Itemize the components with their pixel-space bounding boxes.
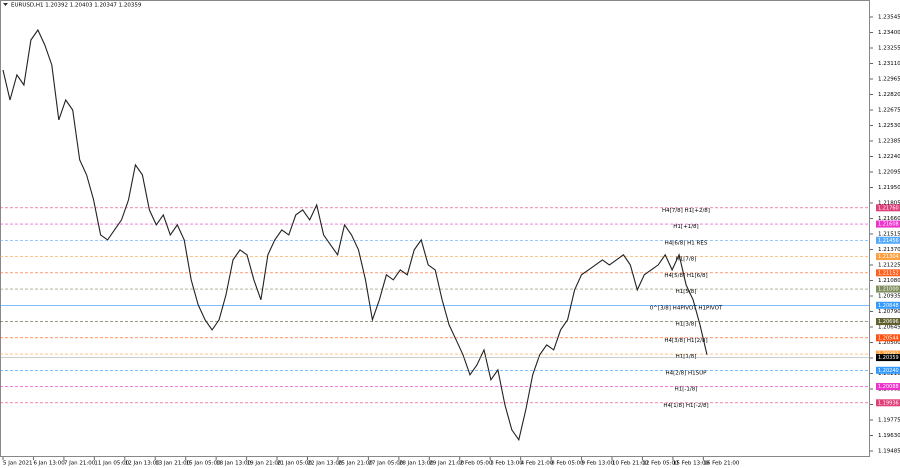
level-tag-label: 1.21152 bbox=[878, 270, 899, 276]
y-tick-label: 1.20500 bbox=[878, 340, 900, 346]
x-tick-label: 28 Jan 13:00 bbox=[399, 461, 434, 467]
y-tick-label: 1.20935 bbox=[878, 294, 900, 300]
y-tick-label: 1.21660 bbox=[878, 216, 900, 222]
x-tick-label: 27 Jan 05:00 bbox=[368, 461, 403, 467]
y-tick-label: 1.21515 bbox=[878, 232, 900, 238]
y-tick-label: 1.21080 bbox=[878, 278, 900, 284]
y-tick-label: 1.22095 bbox=[878, 170, 900, 176]
y-tick-label: 1.19775 bbox=[878, 418, 900, 424]
level-tag-label: 1.20544 bbox=[878, 335, 899, 341]
y-tick-label: 1.21950 bbox=[878, 185, 900, 191]
level-tag-label: 1.21304 bbox=[878, 254, 899, 260]
x-tick-label: 15 Jan 05:00 bbox=[186, 461, 221, 467]
level-tag bbox=[876, 350, 900, 358]
y-tick-label: 1.19485 bbox=[878, 449, 900, 455]
x-tick-label: 12 Feb 05:00 bbox=[642, 461, 679, 467]
level-label: H1[1/8] bbox=[676, 354, 697, 360]
level-tag bbox=[876, 204, 900, 212]
level-tag-label: 1.21456 bbox=[878, 238, 899, 244]
level-label: H4[1/8] H1[-2/8] bbox=[663, 403, 708, 409]
level-label: H4[5/8] H1[6/8] bbox=[664, 273, 707, 279]
level-tag-label: 1.19936 bbox=[878, 400, 899, 406]
level-tag bbox=[876, 383, 900, 391]
x-tick-label: 8 Feb 05:00 bbox=[551, 461, 584, 467]
chart-title: EURUSD,H1 1.20392 1.20403 1.20347 1.2035… bbox=[11, 3, 142, 9]
y-tick-label: 1.23110 bbox=[878, 61, 900, 67]
y-tick-label: 1.21225 bbox=[878, 263, 900, 269]
y-tick-label: 1.20645 bbox=[878, 325, 900, 331]
level-label: H1[7/8] bbox=[676, 257, 697, 263]
y-tick-label: 1.19630 bbox=[878, 433, 900, 439]
level-tag bbox=[876, 220, 900, 228]
level-tag-label: 1.21608 bbox=[878, 222, 899, 228]
level-tag bbox=[876, 285, 900, 293]
y-tick-label: 1.23545 bbox=[878, 15, 900, 21]
x-tick-label: 3 Feb 13:00 bbox=[490, 461, 523, 467]
level-label: 0^[3/8] H4PIVOT H1PIVOT bbox=[650, 305, 723, 311]
level-label: H1[3/8] bbox=[676, 322, 697, 328]
x-tick-label: 2 Feb 05:00 bbox=[460, 461, 493, 467]
last-price-tag bbox=[876, 354, 900, 362]
level-tag-label: 1.20240 bbox=[878, 368, 899, 374]
level-tag-label: 1.21000 bbox=[878, 287, 899, 293]
y-tick-label: 1.22675 bbox=[878, 108, 900, 114]
level-tag-label: 1.20696 bbox=[878, 319, 899, 325]
y-tick-label: 1.23400 bbox=[878, 30, 900, 36]
x-tick-label: 22 Jan 13:00 bbox=[308, 461, 343, 467]
level-tag-label: 1.21760 bbox=[878, 205, 899, 211]
x-tick-label: 5 Jan 2021 bbox=[3, 461, 32, 467]
x-tick-label: 11 Jan 05:00 bbox=[94, 461, 129, 467]
y-tick-label: 1.22820 bbox=[878, 92, 900, 98]
plot-frame bbox=[0, 0, 870, 457]
level-tag bbox=[876, 253, 900, 261]
last-price-label: 1.20359 bbox=[878, 355, 899, 361]
level-label: H4[7/8] H1[+2/8] bbox=[662, 208, 710, 214]
x-tick-label: 6 Jan 13:00 bbox=[33, 461, 65, 467]
level-label: H1[+1/8] bbox=[673, 224, 698, 230]
level-label: H4[2/8] H1SUP bbox=[666, 370, 708, 376]
y-tick-label: 1.23255 bbox=[878, 46, 900, 52]
y-tick-label: 1.22240 bbox=[878, 154, 900, 160]
y-tick-label: 1.22965 bbox=[878, 77, 900, 83]
price-line bbox=[2, 28, 708, 442]
x-tick-label: 4 Feb 21:00 bbox=[521, 461, 554, 467]
level-tag bbox=[876, 334, 900, 342]
x-tick-label: 15 Feb 13:00 bbox=[673, 461, 710, 467]
level-label: H4[6/8] H1 RES bbox=[665, 240, 708, 246]
level-tag-label: 1.20848 bbox=[878, 303, 899, 309]
level-tag bbox=[876, 269, 900, 277]
level-label: H1[5/8] bbox=[676, 289, 697, 295]
x-tick-label: 9 Feb 13:00 bbox=[582, 461, 615, 467]
x-tick-label: 7 Jan 21:00 bbox=[64, 461, 96, 467]
x-tick-label: 19 Jan 21:00 bbox=[247, 461, 282, 467]
menu-icon[interactable] bbox=[3, 3, 8, 6]
level-tag-label: 1.20088 bbox=[878, 384, 899, 390]
level-tag bbox=[876, 366, 900, 374]
x-tick-label: 12 Jan 13:00 bbox=[125, 461, 160, 467]
y-tick-label: 1.22385 bbox=[878, 139, 900, 145]
x-tick-label: 21 Jan 05:00 bbox=[277, 461, 312, 467]
y-tick-label: 1.22530 bbox=[878, 123, 900, 129]
x-tick-label: 29 Jan 21:00 bbox=[429, 461, 464, 467]
level-tag bbox=[876, 301, 900, 309]
level-label: H4[3/8] H1[2/8] bbox=[664, 338, 707, 344]
level-tag bbox=[876, 236, 900, 244]
y-tick-label: 1.20790 bbox=[878, 309, 900, 315]
y-tick-label: 1.21805 bbox=[878, 201, 900, 207]
x-tick-label: 18 Jan 13:00 bbox=[216, 461, 251, 467]
level-label: H1[-1/8] bbox=[675, 387, 698, 393]
level-tag bbox=[876, 318, 900, 326]
y-tick-label: 1.20210 bbox=[878, 371, 900, 377]
y-tick-label: 1.21370 bbox=[878, 247, 900, 253]
x-tick-label: 10 Feb 21:00 bbox=[612, 461, 649, 467]
x-tick-label: 25 Jan 21:00 bbox=[338, 461, 373, 467]
x-tick-label: 13 Jan 21:00 bbox=[155, 461, 190, 467]
x-tick-label: 16 Feb 21:00 bbox=[703, 461, 740, 467]
level-tag bbox=[876, 399, 900, 407]
